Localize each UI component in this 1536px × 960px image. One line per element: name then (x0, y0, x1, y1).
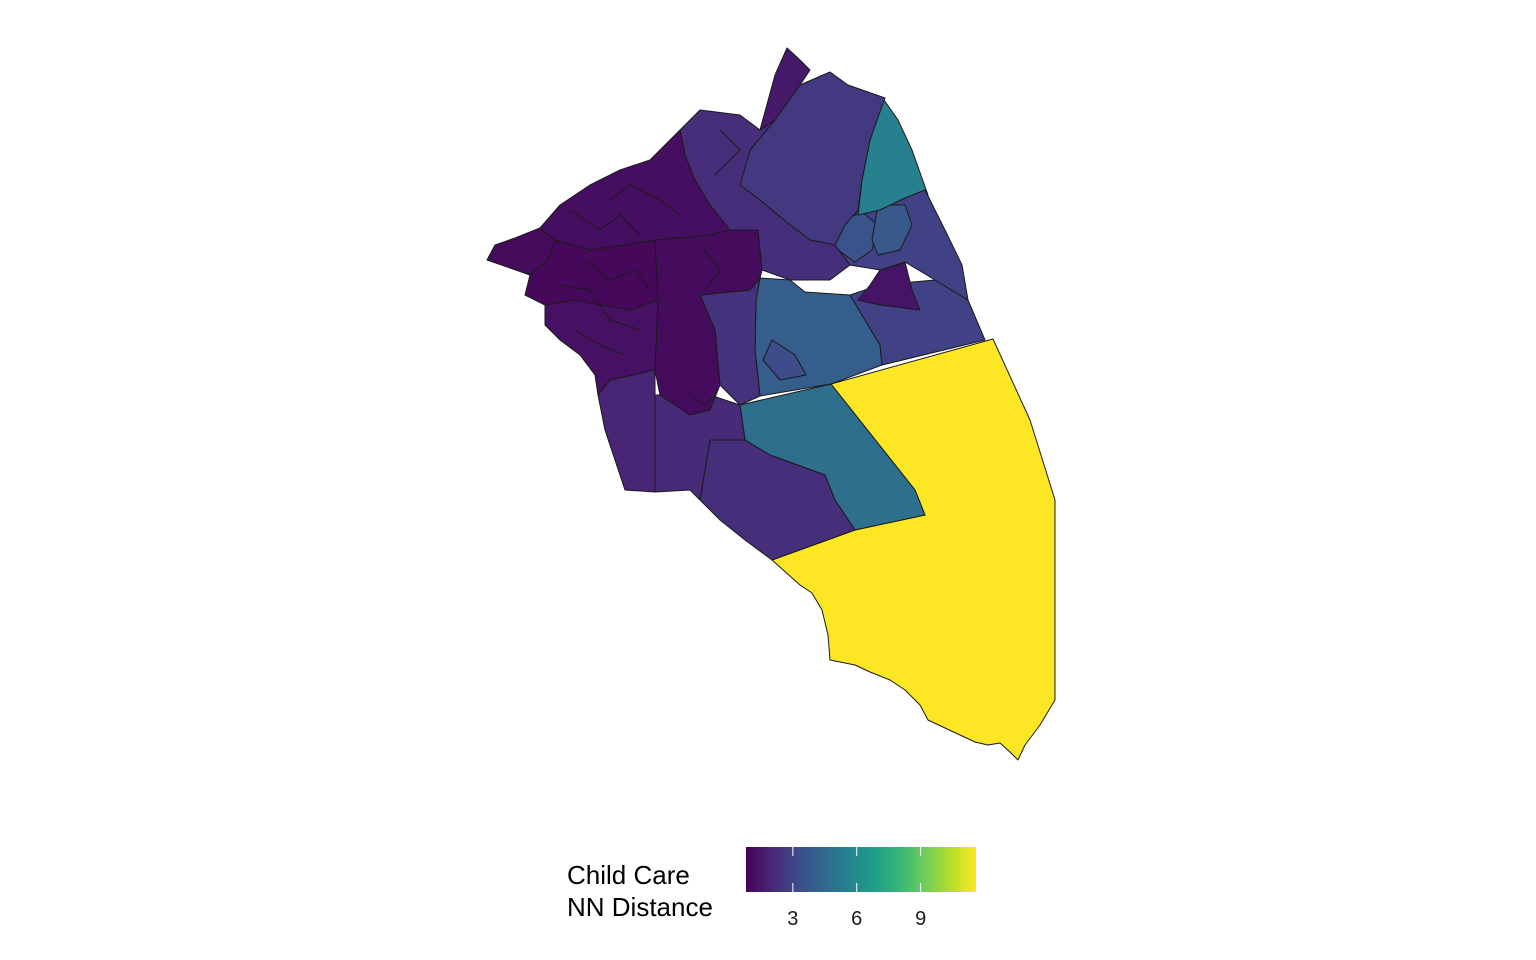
tract-boundaries (559, 129, 741, 406)
region-east-inner-b (871, 204, 913, 256)
legend-title-line1: Child Care (567, 860, 690, 890)
legend-tick-label: 3 (787, 908, 798, 930)
region-yellow-southeast (771, 338, 1056, 761)
region-south-west (654, 394, 746, 501)
legend-tick-label: 9 (915, 908, 926, 930)
region-west-lower (597, 369, 656, 493)
legend: Child Care NN Distance 3 6 9 (560, 845, 1000, 940)
legend-title: Child Care NN Distance (567, 859, 713, 923)
map-panel (486, 47, 1056, 761)
color-scale-bar: 3 6 9 (746, 847, 976, 930)
county-choropleth-map (486, 47, 1056, 761)
legend-title-line2: NN Distance (567, 892, 713, 922)
region-east-dark-notch (857, 261, 921, 311)
legend-tick-label: 6 (851, 908, 862, 930)
region-north-strip (759, 47, 811, 131)
color-scale-gradient (746, 847, 976, 892)
region-central-blue-inner (762, 339, 807, 381)
